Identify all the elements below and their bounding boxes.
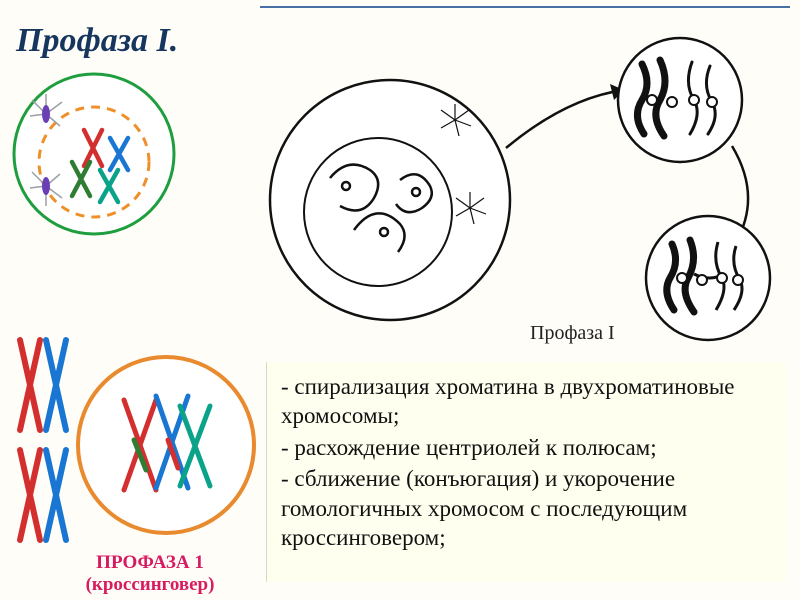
figure-prophase-sequence xyxy=(260,30,790,350)
bullet-1: - спирализация хроматина в двухроматинов… xyxy=(281,372,772,431)
crossover-caption-1: ПРОФАЗА 1 xyxy=(70,552,230,574)
main-diagram-label: Профаза I xyxy=(530,322,615,345)
crossover-caption-2: (кроссинговер) xyxy=(70,574,230,596)
figure-cell-schematic xyxy=(10,70,178,238)
page-title: Профаза I. xyxy=(16,22,178,60)
figure-crossover-schematic xyxy=(6,310,266,570)
bullet-3: - сближение (конъюгация) и укорочение го… xyxy=(281,464,772,552)
description-textbox: - спирализация хроматина в двухроматинов… xyxy=(266,362,786,582)
header-rule xyxy=(260,6,790,8)
bullet-2: - расхождение центриолей к полюсам; xyxy=(281,433,772,462)
